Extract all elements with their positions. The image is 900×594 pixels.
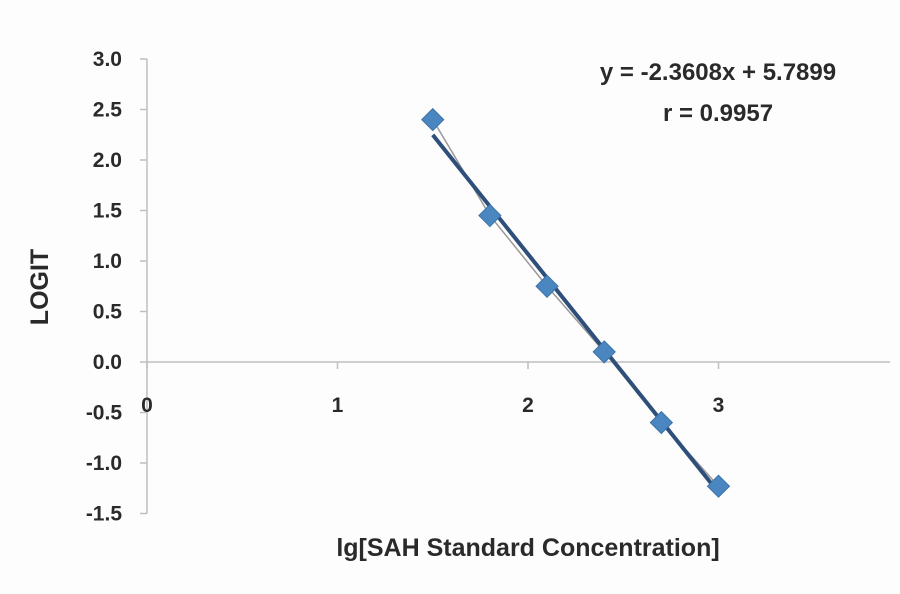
data-point [649, 410, 674, 435]
y-tick-label: 1.0 [93, 250, 122, 273]
data-point [421, 107, 445, 132]
y-axis [140, 58, 148, 515]
equation-annotation: y = -2.3608x + 5.7899 [600, 59, 836, 86]
series-connector-line [432, 119, 720, 487]
y-tick-label: 0.0 [93, 351, 122, 374]
y-tick-label: 2.0 [93, 149, 122, 172]
x-axis [146, 361, 890, 369]
x-tick-label: 0 [141, 394, 153, 417]
y-tick-label: -0.5 [86, 402, 123, 425]
trendline [431, 133, 721, 494]
x-tick-label: 2 [522, 394, 534, 417]
y-tick-label: -1.5 [86, 503, 123, 526]
y-tick-label: 0.5 [93, 301, 123, 324]
y-tick-label: 1.5 [93, 200, 123, 223]
r-annotation: r = 0.9957 [663, 100, 773, 127]
series-layer [421, 107, 731, 498]
data-point [535, 274, 559, 298]
x-axis-title: lg[SAH Standard Concentration] [336, 534, 719, 562]
y-tick-label: 2.5 [93, 99, 123, 122]
x-tick-label: 1 [332, 394, 344, 417]
x-tick-labels: 0 1 2 3 [141, 394, 724, 417]
trendline-layer [431, 119, 721, 494]
y-tick-label: -1.0 [86, 452, 122, 475]
data-point [478, 203, 502, 228]
y-tick-label: 3.0 [93, 48, 122, 71]
x-tick-label: 3 [713, 394, 725, 417]
data-point [592, 340, 616, 364]
y-tick-labels: 3.0 2.5 2.0 1.5 1.0 0.5 0.0 -0.5 -1.0 -1.5 [86, 48, 123, 526]
data-point [706, 474, 731, 498]
y-axis-title: LOGIT [26, 249, 54, 325]
